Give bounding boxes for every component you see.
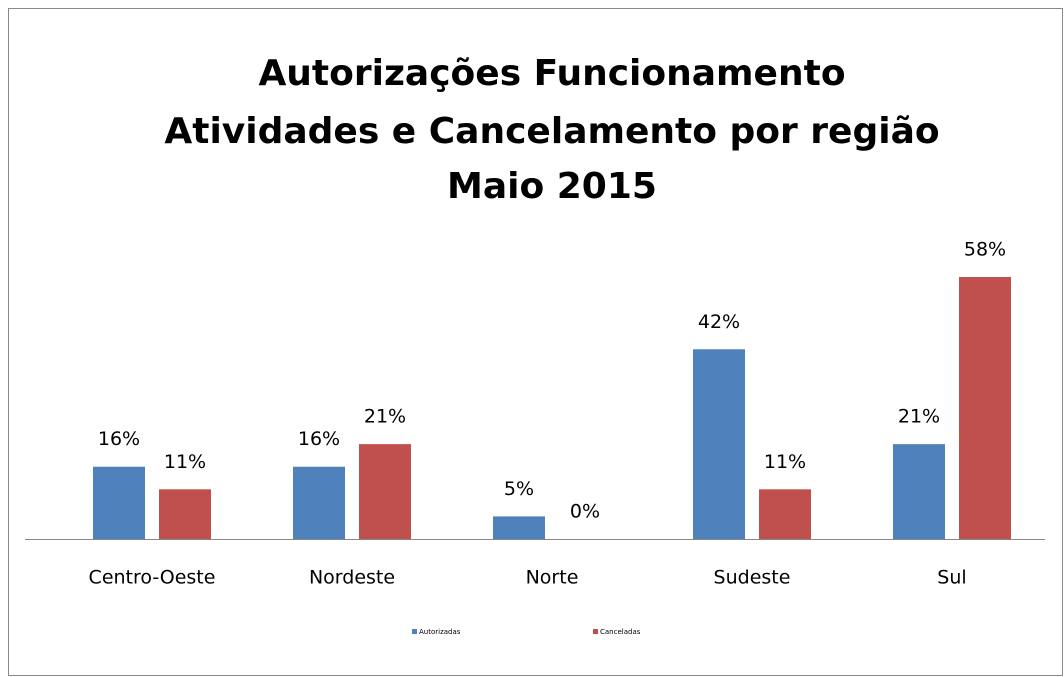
data-label: 58% (964, 239, 1006, 261)
bar (293, 466, 345, 539)
data-label: 16% (298, 428, 340, 450)
chart-title: Maio 2015 (447, 166, 657, 207)
chart-title: Atividades e Cancelamento por região (164, 111, 939, 152)
data-label: 42% (698, 311, 740, 333)
data-label: 11% (164, 451, 206, 473)
chart-frame (8, 8, 1063, 676)
chart-title: Autorizações Funcionamento (258, 53, 845, 94)
legend-label: Canceladas (600, 628, 641, 636)
data-label: 21% (364, 406, 406, 428)
bar (93, 466, 145, 539)
bar (359, 444, 411, 539)
data-label: 5% (504, 478, 534, 500)
x-tick-label: Sudeste (714, 567, 791, 589)
data-label: 21% (898, 406, 940, 428)
x-tick-label: Norte (526, 567, 579, 589)
data-label: 0% (570, 501, 600, 523)
legend-label: Autorizadas (419, 628, 461, 636)
bar (493, 516, 545, 539)
legend-swatch (593, 629, 598, 634)
bar (759, 489, 811, 539)
bar (693, 349, 745, 539)
bar (893, 444, 945, 539)
legend-swatch (412, 629, 417, 634)
data-label: 11% (764, 451, 806, 473)
x-tick-label: Centro-Oeste (89, 567, 216, 589)
data-label: 16% (98, 428, 140, 450)
bar (159, 489, 211, 539)
bar (959, 277, 1011, 539)
x-tick-label: Nordeste (309, 567, 395, 589)
x-tick-label: Sul (937, 567, 966, 589)
